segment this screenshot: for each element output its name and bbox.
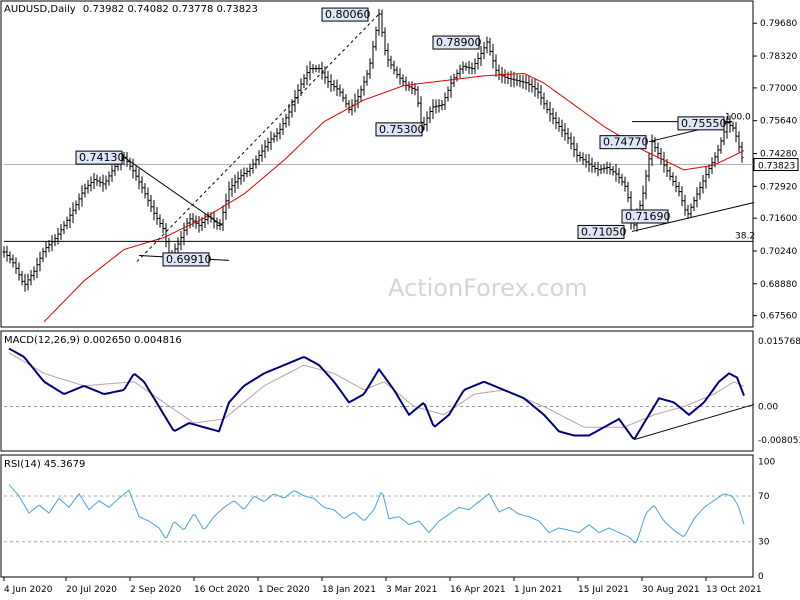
rsi-axis-label: 70 [758, 492, 770, 502]
macd-trendline [633, 403, 755, 441]
axis-labels: 0.79680 0.78320 0.77000 0.75640 0.74280 0.729… [3, 19, 800, 595]
price-annotation-label: 0.71690 [625, 210, 671, 223]
price-annotation-box [577, 224, 625, 239]
macd-axis-label: 0.015768 [758, 337, 800, 347]
price-axis-label: 0.77000 [760, 84, 797, 94]
macd-panel-frame [0, 330, 754, 452]
price-annotation-box [621, 209, 669, 224]
x-axis-label: 18 Jan 2021 [322, 585, 376, 595]
trendlines: 38.2 100.0 [4, 13, 755, 262]
ohlc-values: 0.73982 0.74082 0.73778 0.73823 [83, 4, 258, 15]
watermark: ActionForex.com [388, 274, 588, 302]
price-annotation-label: 0.74770 [603, 136, 649, 149]
price-annotation-label: 0.75300 [379, 123, 425, 136]
current-price-label: 0.73823 [758, 162, 795, 172]
x-axis-label: 16 Oct 2020 [194, 585, 250, 595]
price-annotation-label: 0.74130 [79, 151, 125, 164]
price-annotation-box [375, 122, 423, 137]
rsi-axis-label: 30 [758, 538, 770, 548]
price-annotation-label: 0.69910 [166, 253, 212, 266]
price-annotations: 0.80060 0.78900 0.75300 0.74130 0.69910 0.755… [75, 7, 727, 267]
x-axis-label: 4 Jun 2020 [4, 585, 53, 595]
x-axis-label: 2 Sep 2020 [130, 585, 182, 595]
price-annotation-label: 0.71050 [581, 225, 627, 238]
current-price-box [753, 158, 799, 172]
macd-series [4, 347, 755, 441]
x-axis-label: 30 Aug 2021 [642, 585, 700, 595]
fib-100-label: 100.0 [725, 113, 751, 123]
price-panel-frame [0, 0, 754, 328]
trendline-dashed [136, 13, 380, 262]
macd-axis-label: 0.00 [758, 403, 778, 413]
macd-axis-label: -0.008053 [758, 436, 800, 446]
chart-title: AUDUSD,Daily 0.73982 0.74082 0.73778 0.7… [4, 4, 258, 15]
symbol-label: AUDUSD,Daily [4, 4, 76, 15]
trendline-down [123, 156, 223, 226]
price-axis-label: 0.67560 [760, 312, 797, 322]
x-axis-label: 1 Dec 2020 [258, 585, 310, 595]
rsi-title: RSI(14) 45.3679 [4, 459, 85, 470]
rsi-axis-label: 100 [758, 458, 775, 468]
price-annotation-box [321, 7, 369, 22]
x-axis-label: 20 Jul 2020 [66, 585, 117, 595]
price-annotation-box [75, 150, 123, 165]
rsi-axis-label: 0 [758, 572, 764, 582]
price-annotation-label: 0.75550 [681, 117, 727, 130]
price-annotation-box [162, 252, 210, 267]
macd-title: MACD(12,26,9) 0.002650 0.004816 [4, 335, 182, 346]
rsi-line [8, 484, 745, 544]
x-axis-label: 1 Jun 2021 [514, 585, 562, 595]
price-annotation-label: 0.80060 [325, 8, 371, 21]
price-annotation-box [677, 116, 725, 131]
trendline-rising [631, 201, 755, 232]
macd-signal-line [8, 352, 745, 428]
price-annotation-label: 0.78900 [436, 36, 482, 49]
price-annotation-box [599, 135, 647, 150]
fib-38-label: 38.2 [735, 231, 755, 241]
price-axis-label: 0.70240 [760, 247, 797, 257]
price-axis-label: 0.75640 [760, 117, 797, 127]
rsi-series [4, 484, 753, 544]
price-axis-label: 0.79680 [760, 19, 797, 29]
price-annotation-box [432, 35, 480, 50]
price-axis-label: 0.68880 [760, 280, 797, 290]
price-axis-label: 0.72920 [760, 182, 797, 192]
price-axis-label: 0.74280 [760, 150, 797, 160]
x-axis-label: 16 Apr 2021 [450, 585, 506, 595]
x-axis-label: 15 Jul 2021 [578, 585, 629, 595]
rsi-panel-frame [0, 454, 754, 578]
x-axis-label: 3 Mar 2021 [386, 585, 437, 595]
x-axis-label: 13 Oct 2021 [706, 585, 762, 595]
macd-line [8, 347, 745, 440]
price-axis-label: 0.78320 [760, 52, 797, 62]
price-axis-label: 0.71600 [760, 214, 797, 224]
